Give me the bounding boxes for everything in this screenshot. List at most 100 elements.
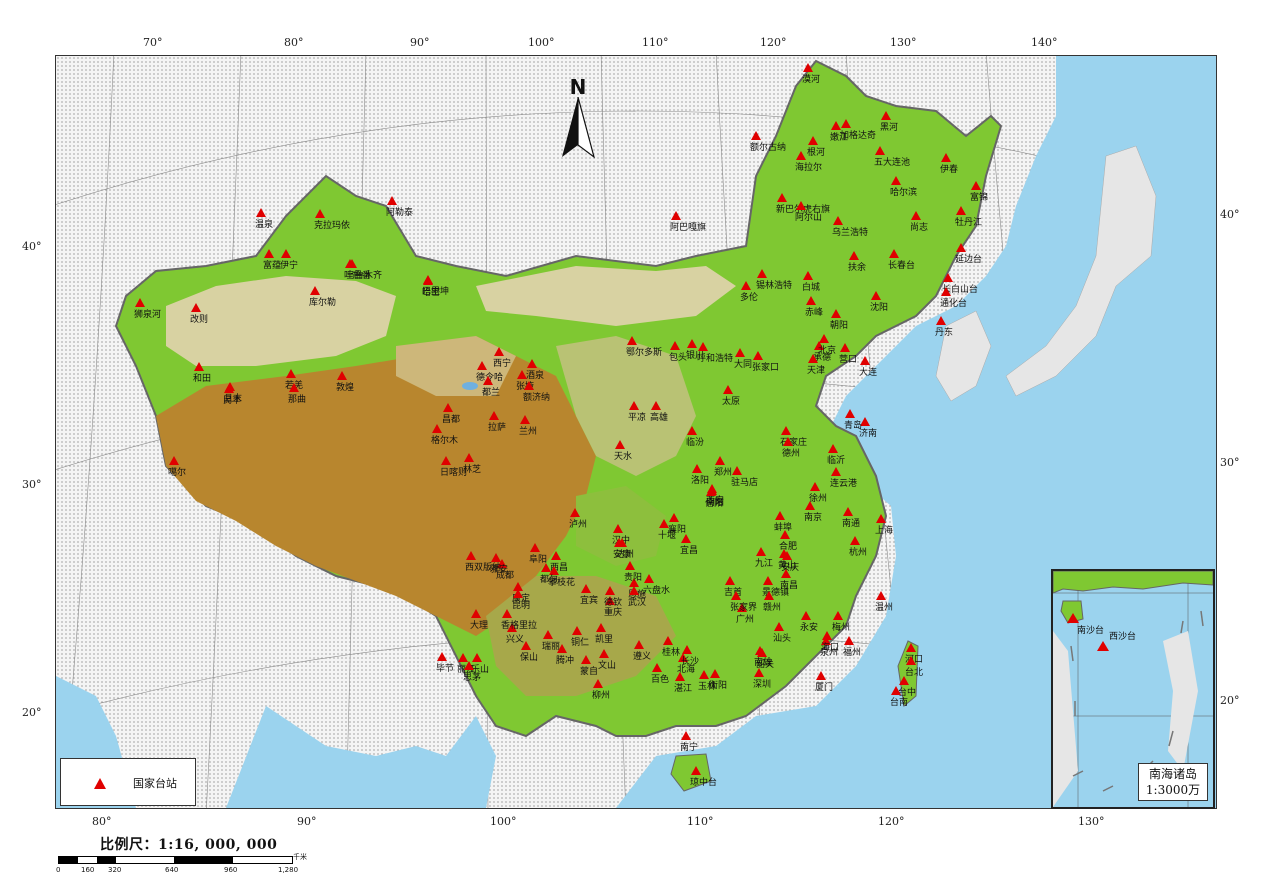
station-marker bbox=[710, 669, 720, 678]
station-label: 伊春 bbox=[940, 163, 958, 175]
station-marker bbox=[669, 513, 679, 522]
station-marker bbox=[806, 296, 816, 305]
taiwan bbox=[897, 640, 919, 707]
station-marker bbox=[581, 655, 591, 664]
scale-tick: 1,280 bbox=[278, 866, 299, 874]
station-marker bbox=[315, 209, 325, 218]
station-marker bbox=[814, 341, 824, 350]
station-marker bbox=[629, 578, 639, 587]
station-marker bbox=[833, 216, 843, 225]
station-marker bbox=[524, 381, 534, 390]
station-marker bbox=[732, 466, 742, 475]
station-label: 张家口 bbox=[752, 361, 779, 373]
station-label: 沈阳 bbox=[870, 301, 888, 313]
station-marker bbox=[224, 384, 234, 393]
station-label: 尚志 bbox=[910, 221, 928, 233]
station-label: 赤峰 bbox=[805, 307, 823, 318]
station-label: 那曲 bbox=[288, 394, 306, 405]
station-label: 保山 bbox=[520, 651, 538, 663]
station-label: 临汾 bbox=[686, 436, 704, 448]
station-label: 宜昌 bbox=[680, 544, 698, 556]
station-label: 都匀 bbox=[540, 573, 558, 585]
station-marker bbox=[753, 351, 763, 360]
station-marker bbox=[687, 426, 697, 435]
station-marker bbox=[502, 609, 512, 618]
station-marker bbox=[699, 670, 709, 679]
station-marker bbox=[191, 303, 201, 312]
station-marker bbox=[757, 648, 767, 657]
north-arrow-icon bbox=[562, 97, 596, 159]
station-label: 宜宾 bbox=[580, 594, 598, 606]
station-label: 天津 bbox=[807, 365, 825, 376]
station-marker bbox=[681, 731, 691, 740]
station-label: 嫩江 bbox=[830, 131, 848, 143]
right-tick: 20° bbox=[1220, 694, 1240, 707]
station-label: 大理 bbox=[470, 619, 488, 631]
station-label: 大连 bbox=[859, 366, 877, 378]
station-marker bbox=[735, 348, 745, 357]
scale-tick: 960 bbox=[224, 866, 238, 874]
bottom-tick: 90° bbox=[297, 815, 317, 828]
station-marker bbox=[464, 453, 474, 462]
station-marker bbox=[906, 656, 916, 665]
station-label: 西昌 bbox=[550, 562, 568, 573]
station-label: 巴里坤 bbox=[422, 285, 449, 297]
station-marker bbox=[517, 370, 527, 379]
station-label: 湛江 bbox=[674, 683, 692, 694]
station-label: 阜阳 bbox=[529, 553, 547, 565]
station-label: 库尔勒 bbox=[309, 296, 336, 308]
station-marker bbox=[659, 519, 669, 528]
station-marker bbox=[899, 676, 909, 685]
stations-layer: 漠河黑河嫩江加格达奇五大连池根河海拉尔伊春富锦新巴尔虎右旗额尔古纳阿尔山哈尔滨牡… bbox=[134, 63, 988, 788]
scale-title: 比例尺：1:16, 000, 000 bbox=[100, 837, 278, 853]
map-canvas: 漠河黑河嫩江加格达奇五大连池根河海拉尔伊春富锦新巴尔虎右旗额尔古纳阿尔山哈尔滨牡… bbox=[56, 56, 1216, 808]
station-marker bbox=[876, 591, 886, 600]
station-label: 天水 bbox=[614, 450, 632, 462]
station-marker bbox=[491, 553, 501, 562]
station-label: 营口 bbox=[839, 353, 857, 365]
station-label: 林芝 bbox=[463, 463, 481, 475]
station-label: 阿尔山 bbox=[795, 211, 822, 223]
station-marker bbox=[527, 359, 537, 368]
station-marker bbox=[541, 563, 551, 572]
station-label: 平凉 bbox=[628, 411, 646, 423]
station-marker bbox=[723, 385, 733, 394]
station-label: 西安 bbox=[706, 494, 724, 506]
station-marker bbox=[860, 417, 870, 426]
station-marker bbox=[627, 336, 637, 345]
station-marker bbox=[599, 649, 609, 658]
legend-label: 国家台站 bbox=[133, 777, 177, 790]
station-marker bbox=[698, 342, 708, 351]
station-marker bbox=[706, 487, 716, 496]
station-marker bbox=[615, 440, 625, 449]
station-marker bbox=[911, 211, 921, 220]
bottom-tick: 110° bbox=[687, 815, 714, 828]
station-marker bbox=[844, 636, 854, 645]
station-label: 太原 bbox=[722, 395, 740, 407]
station-label: 南昌 bbox=[780, 579, 798, 591]
station-label: 都兰 bbox=[482, 386, 500, 398]
top-tick: 80° bbox=[284, 36, 304, 49]
station-marker bbox=[489, 411, 499, 420]
left-tick: 20° bbox=[22, 706, 42, 719]
station-marker bbox=[691, 766, 701, 775]
station-label: 台中 bbox=[898, 686, 916, 698]
station-label: 南通 bbox=[842, 517, 860, 529]
north-arrow: N bbox=[558, 75, 598, 159]
station-label: 克拉玛依 bbox=[314, 219, 350, 231]
station-label: 民丰 bbox=[223, 394, 241, 406]
station-label: 广州 bbox=[736, 613, 754, 625]
station-marker bbox=[286, 369, 296, 378]
scale-bar bbox=[58, 856, 293, 864]
station-marker bbox=[466, 551, 476, 560]
station-marker bbox=[625, 561, 635, 570]
inset-title: 南海诸岛 bbox=[1148, 767, 1197, 781]
station-marker bbox=[715, 456, 725, 465]
station-marker bbox=[289, 383, 299, 392]
station-label: 郑州 bbox=[714, 466, 732, 478]
station-marker bbox=[530, 543, 540, 552]
station-marker bbox=[941, 153, 951, 162]
station-marker bbox=[681, 534, 691, 543]
station-label: 昆明 bbox=[512, 600, 530, 611]
station-marker bbox=[731, 591, 741, 600]
